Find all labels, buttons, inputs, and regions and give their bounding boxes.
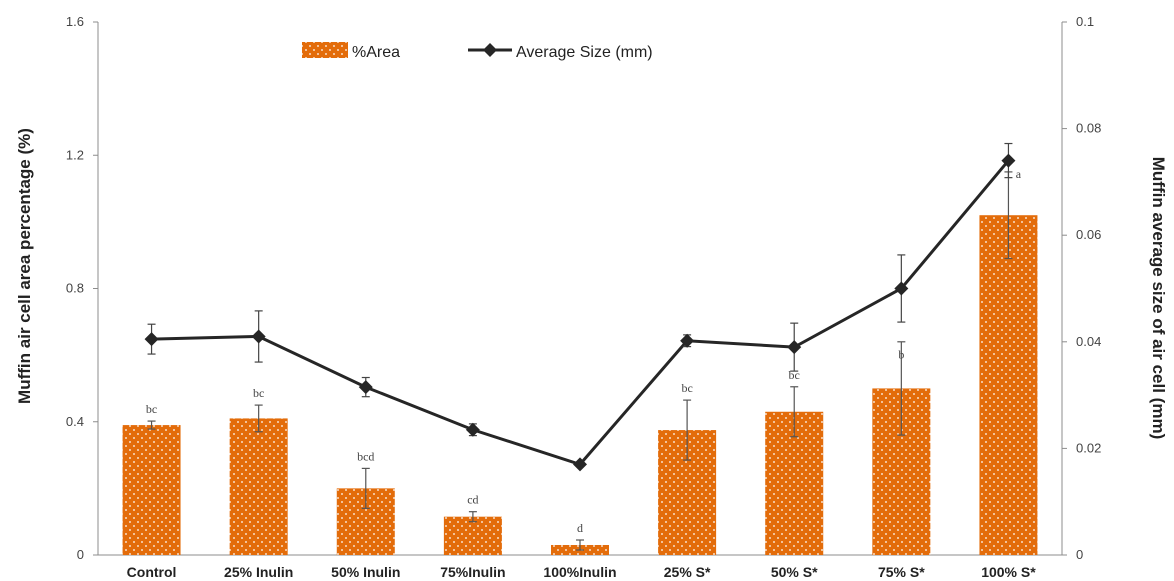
size-point — [144, 332, 159, 347]
y-tick-label: 1.6 — [66, 14, 84, 29]
x-tick-label: 75% S* — [878, 564, 925, 580]
legend: %Area Average Size (mm) — [302, 42, 653, 61]
significance-label: d — [577, 521, 583, 535]
x-tick-label: 25% S* — [664, 564, 711, 580]
size-point — [251, 329, 266, 344]
significance-label: bc — [789, 368, 800, 382]
line-series — [144, 142, 1016, 472]
y-tick-label: 0.4 — [66, 414, 84, 429]
y-tick-label: 1.2 — [66, 147, 84, 162]
size-point — [787, 340, 802, 355]
y2-tick-label: 0.08 — [1076, 121, 1101, 136]
x-tick-label: Control — [127, 564, 177, 580]
size-point — [573, 457, 587, 472]
legend-marker-size — [483, 43, 497, 57]
significance-label: cd — [467, 493, 478, 507]
significance-label: bc — [146, 402, 157, 416]
y2-tick-label: 0 — [1076, 547, 1083, 562]
size-point — [465, 422, 480, 437]
y-tick-label: 0 — [77, 547, 84, 562]
significance-label: b — [898, 347, 904, 361]
y-tick-label: 0.8 — [66, 281, 84, 296]
x-tick-label: 100% S* — [981, 564, 1036, 580]
bars — [122, 171, 1038, 555]
x-tick-label: 100%Inulin — [543, 564, 616, 580]
legend-label-area: %Area — [352, 44, 400, 61]
significance-label: bc — [253, 386, 264, 400]
significance-label: bc — [681, 381, 692, 395]
bar — [229, 418, 288, 555]
y2-tick-label: 0.04 — [1076, 334, 1101, 349]
size-point — [680, 333, 695, 348]
legend-swatch-area — [302, 42, 348, 58]
y-axis-title: Muffin air cell area percentage (%) — [15, 128, 34, 404]
size-point — [1001, 153, 1016, 168]
axes: 0 0.4 0.8 1.2 1.6 0 0.02 0.04 0.06 0.08 0.1 — [66, 14, 1101, 562]
bar — [443, 516, 502, 555]
significance-label: bcd — [357, 449, 374, 463]
x-tick-label: 50% S* — [771, 564, 818, 580]
x-tick-label: 50% Inulin — [331, 564, 400, 580]
y2-tick-label: 0.06 — [1076, 227, 1101, 242]
bar — [122, 425, 181, 555]
bar — [979, 215, 1038, 555]
x-tick-label: 75%Inulin — [440, 564, 505, 580]
x-tick-label: 25% Inulin — [224, 564, 293, 580]
y2-tick-label: 0.02 — [1076, 440, 1101, 455]
legend-label-size: Average Size (mm) — [516, 44, 653, 61]
labels: Control 25% Inulin 50% Inulin 75%Inulin 100%… — [127, 167, 1037, 580]
y2-axis-title: Muffin average size of air cell (mm) — [1149, 157, 1168, 439]
size-point — [358, 380, 373, 395]
y2-tick-label: 0.1 — [1076, 14, 1094, 29]
size-point — [894, 281, 909, 296]
significance-label: a — [1016, 167, 1022, 181]
